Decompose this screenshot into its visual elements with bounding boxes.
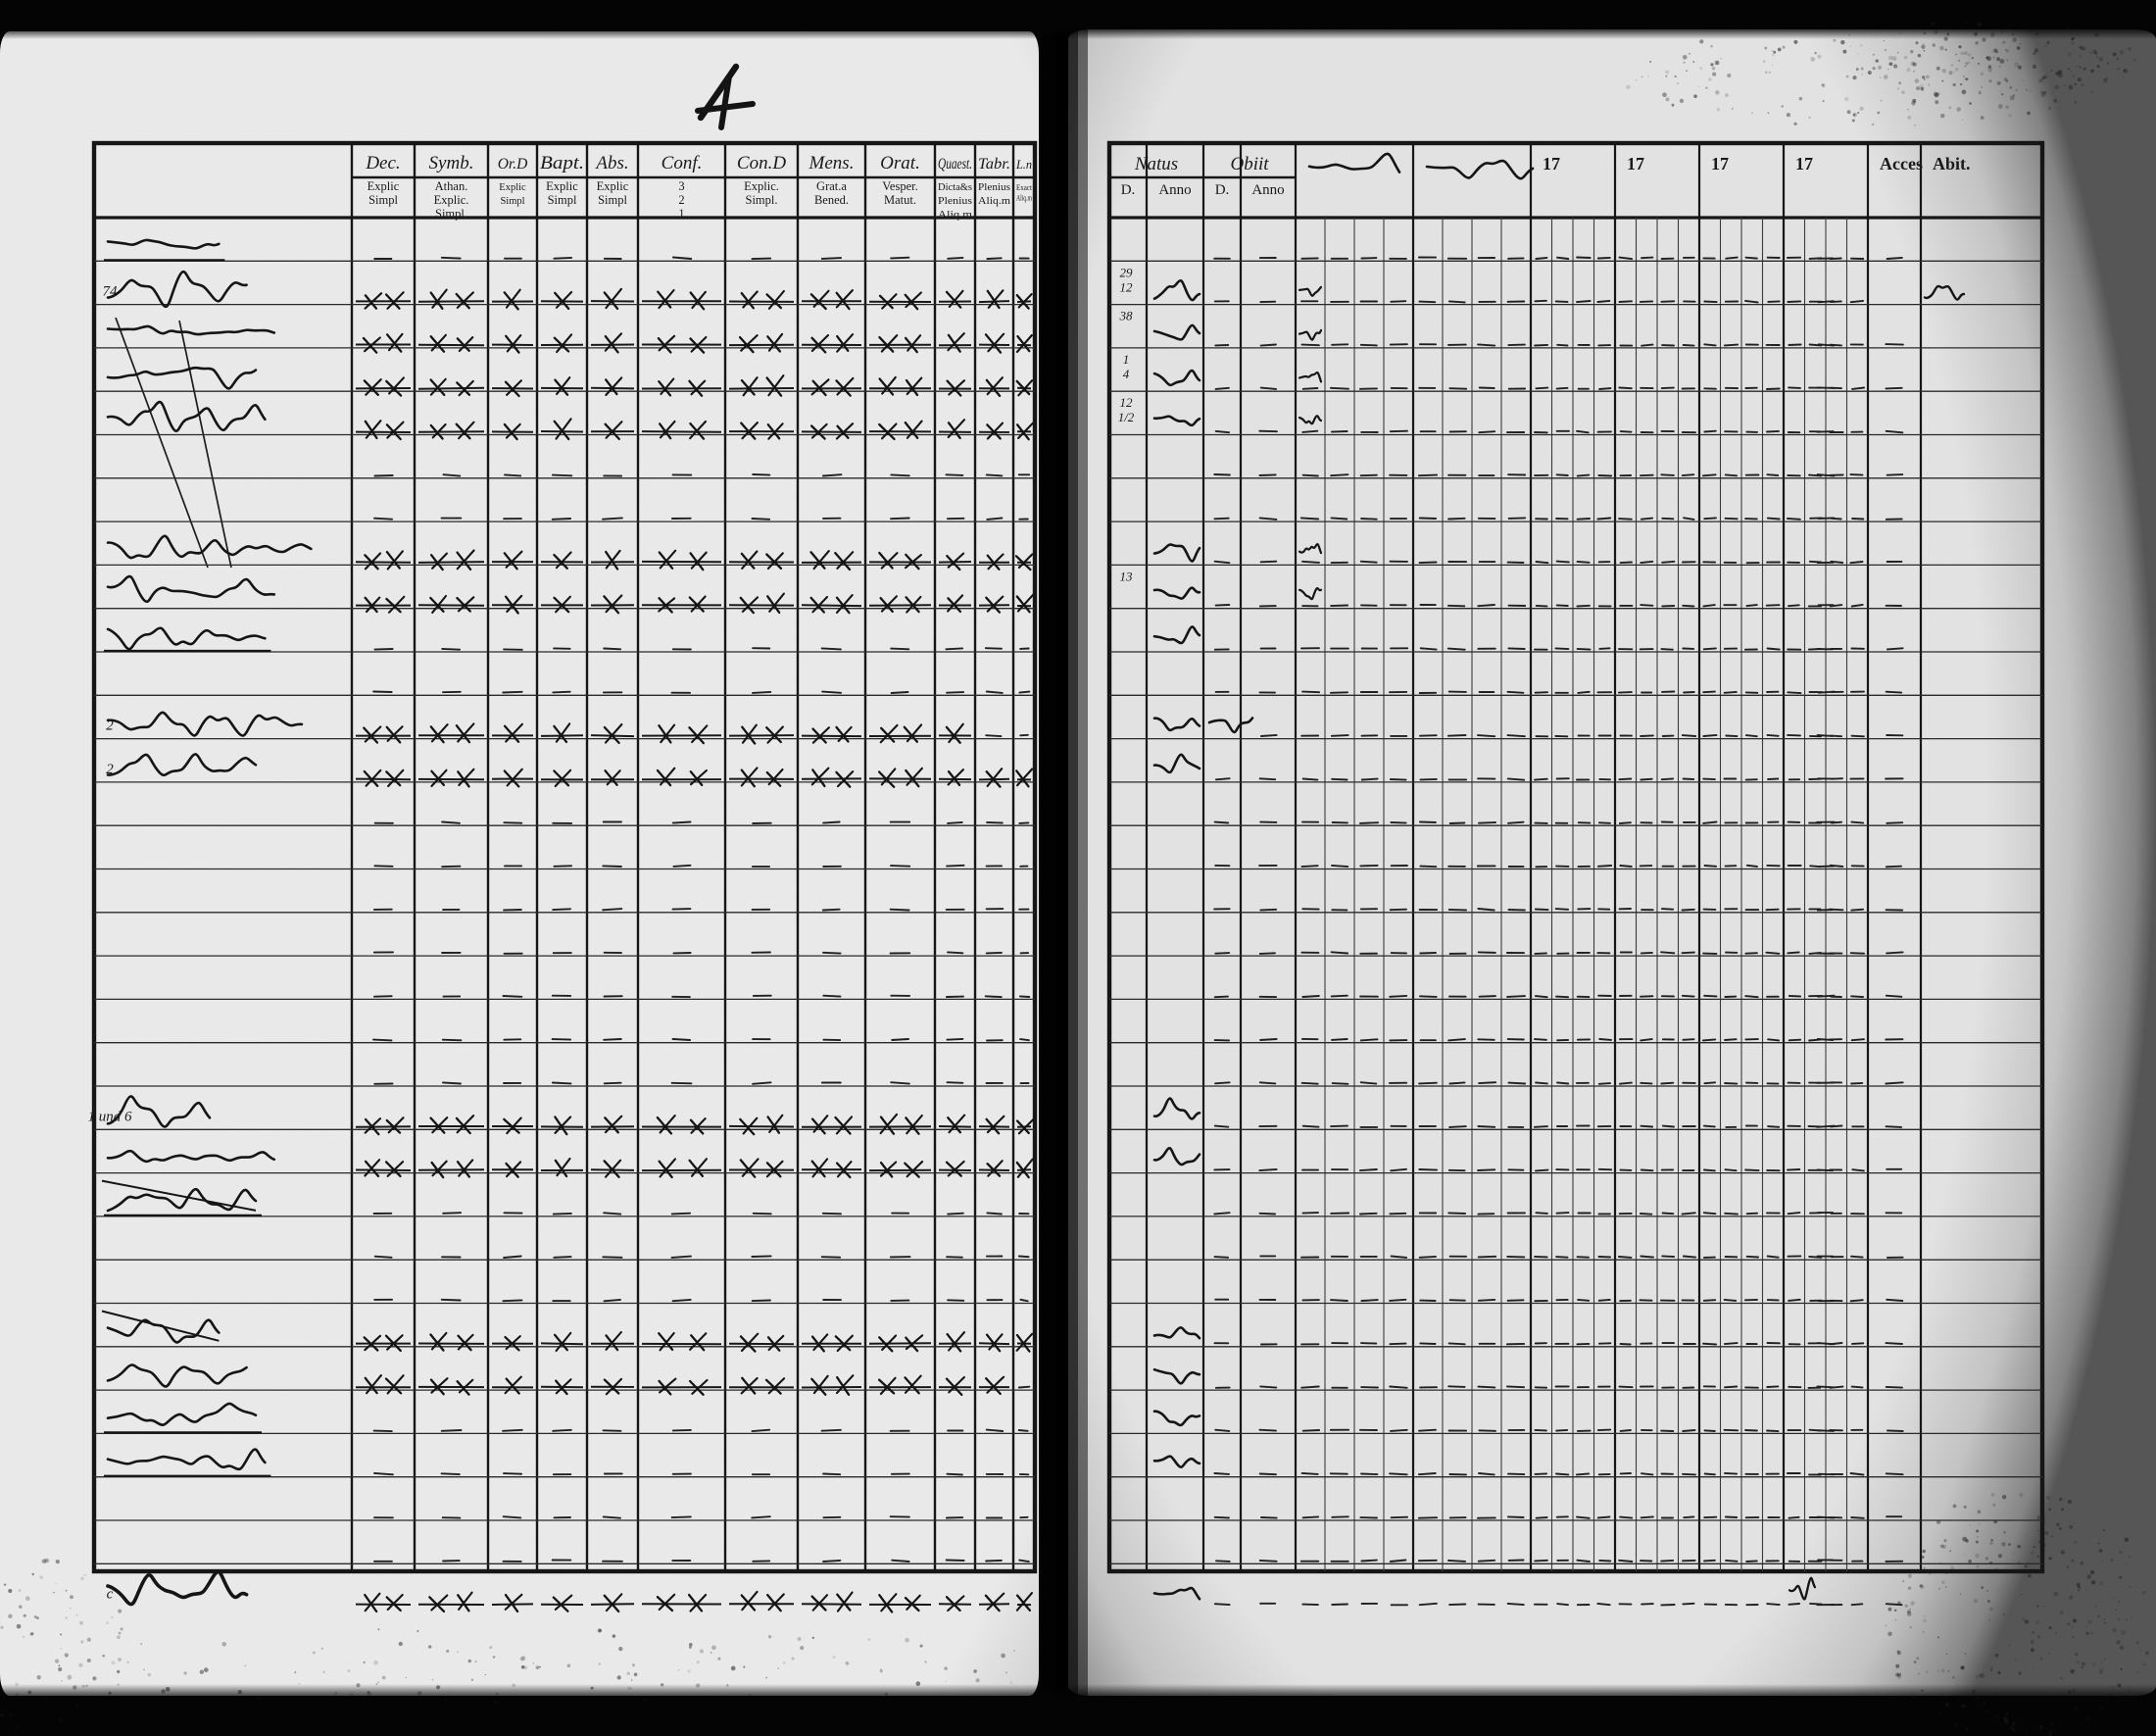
svg-text:12: 12	[1120, 395, 1134, 410]
svg-text:Explic.: Explic.	[434, 193, 469, 207]
svg-text:Dec.: Dec.	[365, 153, 400, 174]
svg-text:4: 4	[1123, 367, 1130, 381]
svg-text:Explic: Explic	[546, 179, 578, 193]
svg-text:Symb.: Symb.	[429, 153, 474, 174]
svg-text:Orat.: Orat.	[880, 153, 920, 174]
svg-text:1: 1	[1123, 352, 1130, 367]
svg-text:Aliq.m: Aliq.m	[978, 196, 1010, 207]
svg-text:Abs.: Abs.	[594, 153, 628, 174]
svg-text:Tabr.: Tabr.	[978, 156, 1010, 173]
svg-text:Aliq.m: Aliq.m	[938, 210, 972, 221]
svg-text:Dicta&s: Dicta&s	[938, 182, 972, 193]
svg-text:Acces: Acces	[1880, 154, 1923, 174]
svg-text:Bapt.: Bapt.	[540, 153, 584, 174]
svg-text:c: c	[107, 1587, 114, 1603]
svg-text:Simpl: Simpl	[598, 193, 627, 207]
svg-text:Natus: Natus	[1134, 154, 1178, 174]
svg-text:Vesper.: Vesper.	[882, 179, 917, 193]
svg-text:Aliq.m: Aliq.m	[1016, 193, 1032, 203]
svg-text:Simpl: Simpl	[368, 193, 398, 207]
svg-text:Explic.: Explic.	[744, 179, 779, 193]
svg-text:Grat.a: Grat.a	[816, 179, 847, 193]
svg-text:Matut.: Matut.	[884, 193, 916, 207]
svg-text:1/2: 1/2	[1118, 410, 1135, 424]
svg-text:2: 2	[678, 193, 684, 207]
svg-text:2: 2	[106, 719, 114, 734]
svg-text:Mens.: Mens.	[808, 153, 855, 174]
svg-text:Bened.: Bened.	[814, 193, 849, 207]
svg-text:17: 17	[1543, 154, 1560, 174]
svg-text:Con.D: Con.D	[737, 153, 786, 174]
svg-text:Athan.: Athan.	[435, 179, 468, 193]
svg-text:Plenius: Plenius	[978, 182, 1010, 193]
svg-text:13: 13	[1120, 569, 1134, 583]
svg-text:17: 17	[1795, 154, 1813, 174]
svg-text:29: 29	[1120, 265, 1134, 279]
svg-text:Explic: Explic	[597, 179, 629, 193]
svg-text:Explic: Explic	[499, 182, 526, 193]
svg-text:1: 1	[678, 207, 684, 221]
svg-text:Obiit: Obiit	[1230, 154, 1269, 174]
svg-text:D.: D.	[1215, 182, 1230, 198]
svg-text:Explic: Explic	[368, 179, 400, 193]
svg-text:Exact: Exact	[1016, 182, 1032, 192]
svg-text:Abit.: Abit.	[1933, 154, 1971, 174]
svg-text:17: 17	[1711, 154, 1729, 174]
svg-text:Simpl.: Simpl.	[746, 193, 778, 207]
svg-text:L.n: L.n	[1015, 158, 1032, 172]
svg-text:3: 3	[678, 179, 684, 193]
svg-text:Simpl.: Simpl.	[435, 207, 467, 221]
svg-text:Anno: Anno	[1251, 182, 1284, 198]
svg-text:Anno: Anno	[1158, 182, 1191, 198]
svg-text:1 und 6: 1 und 6	[88, 1109, 133, 1124]
svg-text:Or.D: Or.D	[498, 156, 528, 173]
svg-text:38: 38	[1119, 309, 1134, 323]
svg-text:17: 17	[1627, 154, 1644, 174]
svg-text:Simpl: Simpl	[548, 193, 577, 207]
svg-text:D.: D.	[1121, 182, 1136, 198]
svg-text:Quaest.: Quaest.	[938, 156, 972, 173]
svg-text:Plenius: Plenius	[938, 196, 972, 207]
svg-text:12: 12	[1120, 279, 1134, 294]
svg-text:Simpl: Simpl	[500, 196, 524, 207]
svg-text:Conf.: Conf.	[662, 153, 703, 174]
svg-text:2: 2	[106, 762, 114, 777]
svg-text:74: 74	[103, 284, 119, 300]
